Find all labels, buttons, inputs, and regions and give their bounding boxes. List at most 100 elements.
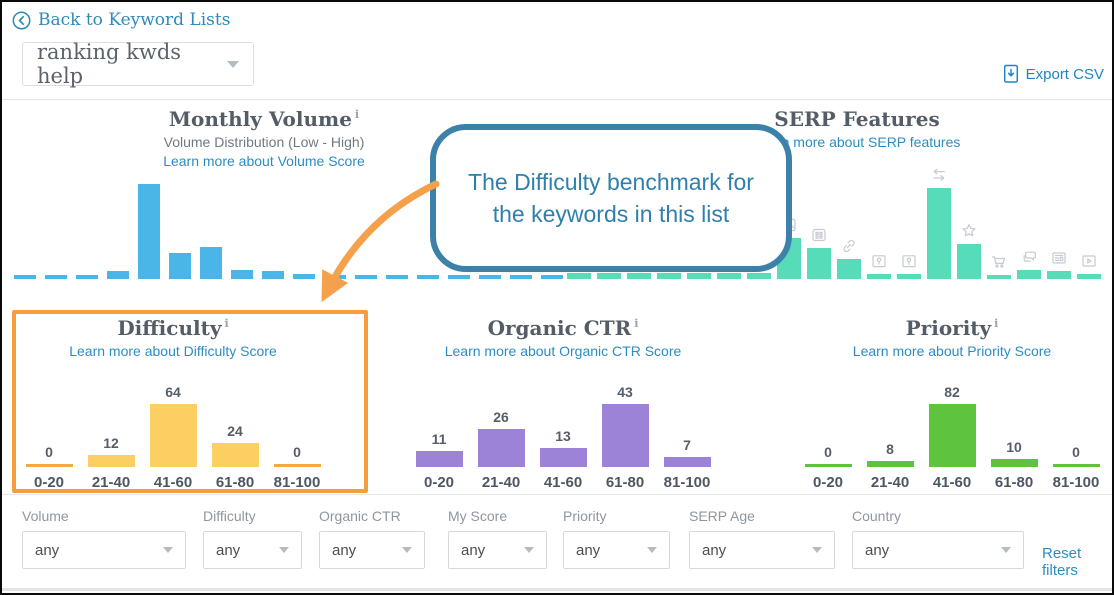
filter-select-serp-age[interactable]: any [689, 531, 835, 569]
organic-ctr-bar [477, 429, 525, 467]
export-csv-label: Export CSV [1025, 65, 1104, 83]
priority-title: Priority i [905, 316, 999, 340]
serp-feature-bar [897, 255, 921, 279]
priority-score-learn-more-link[interactable]: Learn more about Priority Score [852, 343, 1052, 359]
monthly-volume-bar [386, 275, 408, 279]
annotation-arrow [321, 180, 440, 303]
filter-label-difficulty: Difficulty [203, 508, 256, 524]
header-divider [2, 99, 1112, 100]
export-csv-button[interactable]: Export CSV [1003, 64, 1104, 84]
video-icon [1081, 253, 1097, 269]
filter-select-difficulty[interactable]: any [203, 531, 302, 569]
keyword-list-dropdown[interactable]: ranking kwds help [22, 40, 254, 88]
filter-group-priority: Priority any [563, 508, 670, 569]
difficulty-bin: 0 81-100 [273, 444, 321, 492]
priority-bar [990, 459, 1038, 467]
filter-value-difficulty: any [216, 541, 241, 559]
serp-feature-bar [957, 224, 981, 279]
news-icon [1051, 250, 1067, 266]
difficulty-bar [273, 464, 321, 467]
filter-group-serp-age: SERP Age any [689, 508, 835, 569]
organic-ctr-bin: 7 81-100 [663, 437, 711, 492]
chevron-down-icon [1001, 547, 1011, 553]
organic-ctr-bin: 26 21-40 [477, 409, 525, 492]
volume-score-learn-more-link[interactable]: Learn more about Volume Score [163, 153, 365, 169]
reset-filters-link[interactable]: Reset filters [1042, 545, 1082, 579]
serp-feature-bar [1017, 251, 1041, 279]
filter-label-serp-age: SERP Age [689, 508, 755, 524]
back-link-label: Back to Keyword Lists [38, 10, 231, 30]
link-icon [841, 238, 857, 254]
info-icon: i [354, 108, 360, 122]
export-csv-icon [1003, 64, 1018, 83]
organic-ctr-value-label: 26 [493, 409, 509, 425]
serp-features-learn-more-link[interactable]: Learn more about SERP features [753, 134, 961, 150]
priority-value-label: 0 [1072, 444, 1080, 460]
organic-ctr-bar [663, 457, 711, 467]
callout-line-1: The Difficulty benchmark for [468, 169, 754, 195]
difficulty-score-learn-more-link[interactable]: Learn more about Difficulty Score [69, 343, 277, 359]
organic-ctr-score-learn-more-link[interactable]: Learn more about Organic CTR Score [444, 343, 682, 359]
difficulty-category-label: 61-80 [215, 474, 255, 491]
serp-feature-bar [1047, 252, 1071, 279]
back-to-keyword-lists-link[interactable]: Back to Keyword Lists [12, 10, 230, 30]
difficulty-value-label: 0 [293, 444, 301, 460]
chevron-down-icon [163, 547, 173, 553]
reviews-icon [961, 223, 977, 239]
chevron-down-icon [812, 547, 822, 553]
monthly-volume-bar [107, 271, 129, 279]
filter-select-volume[interactable]: any [22, 531, 186, 569]
monthly-volume-bar [417, 275, 439, 279]
difficulty-bar [149, 404, 197, 467]
organic-ctr-bar [539, 448, 587, 467]
organic-ctr-category-label: 21-40 [481, 474, 521, 491]
priority-category-label: 41-60 [932, 474, 972, 491]
monthly-volume-bar [45, 275, 67, 279]
difficulty-category-label: 81-100 [273, 474, 321, 491]
difficulty-bar-chart: 0 0-20 12 21-40 64 41-60 24 61-80 0 81-100 [3, 384, 343, 492]
priority-value-label: 8 [886, 441, 894, 457]
filter-select-my-score[interactable]: any [448, 531, 547, 569]
difficulty-category-label: 21-40 [91, 474, 131, 491]
keyword-list-name: ranking kwds help [37, 40, 182, 88]
priority-bin: 82 41-60 [928, 384, 976, 492]
bottom-divider [2, 588, 1112, 591]
monthly-volume-bar [510, 275, 532, 279]
filter-select-priority[interactable]: any [563, 531, 670, 569]
organic-ctr-bin: 11 0-20 [415, 431, 463, 492]
difficulty-category-label: 0-20 [33, 474, 65, 491]
serp-feature-bar [657, 273, 681, 279]
filter-value-serp-age: any [702, 541, 727, 559]
filter-group-difficulty: Difficulty any [203, 508, 302, 569]
filter-group-country: Country any [852, 508, 1024, 569]
chevron-down-icon [647, 547, 657, 553]
local-pack-icon [871, 253, 887, 269]
serp-feature-bar [927, 168, 951, 279]
difficulty-bar [211, 443, 259, 467]
monthly-volume-bar [355, 275, 377, 279]
organic-ctr-category-label: 0-20 [423, 474, 455, 491]
filter-select-country[interactable]: any [852, 531, 1024, 569]
monthly-volume-bar [169, 253, 191, 279]
monthly-volume-header: Monthly Volume i Volume Distribution (Low… [104, 107, 424, 169]
filter-label-priority: Priority [563, 508, 607, 524]
difficulty-category-label: 41-60 [153, 474, 193, 491]
callout-tooltip: The Difficulty benchmark for the keyword… [430, 124, 792, 272]
serp-feature-bar [867, 255, 891, 279]
filter-group-organic-ctr: Organic CTR any [319, 508, 425, 569]
priority-category-label: 21-40 [870, 474, 910, 491]
chevron-down-icon [279, 547, 289, 553]
monthly-volume-subtitle: Volume Distribution (Low - High) [163, 134, 365, 150]
filter-select-organic-ctr[interactable]: any [319, 531, 425, 569]
monthly-volume-bar [231, 270, 253, 279]
organic-ctr-title: Organic CTR i [487, 316, 639, 340]
organic-ctr-bar [601, 404, 649, 467]
organic-ctr-bar-chart: 11 0-20 26 21-40 13 41-60 43 61-80 7 81-100 [393, 384, 733, 492]
filter-label-my-score: My Score [448, 508, 508, 524]
priority-category-label: 61-80 [994, 474, 1034, 491]
monthly-volume-bar [200, 247, 222, 279]
difficulty-highlight-box [12, 310, 368, 493]
serp-feature-bar [717, 273, 741, 279]
callout-line-2: the keywords in this list [492, 201, 730, 227]
difficulty-panel: Difficulty i Learn more about Difficulty … [3, 316, 343, 492]
